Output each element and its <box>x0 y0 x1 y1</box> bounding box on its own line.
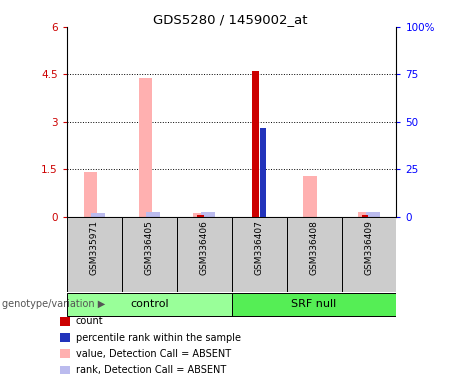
Text: percentile rank within the sample: percentile rank within the sample <box>76 333 241 343</box>
Text: SRF null: SRF null <box>291 299 337 309</box>
Bar <box>303 176 317 217</box>
Bar <box>201 212 215 217</box>
Bar <box>67 293 231 316</box>
Text: GSM335971: GSM335971 <box>90 220 99 275</box>
Text: GSM336407: GSM336407 <box>254 220 264 275</box>
Text: GSM336409: GSM336409 <box>365 220 373 275</box>
Bar <box>231 293 396 316</box>
Bar <box>91 213 105 217</box>
Bar <box>362 215 368 217</box>
Bar <box>194 213 207 217</box>
Text: count: count <box>76 316 103 326</box>
Bar <box>177 217 231 292</box>
Text: GSM336406: GSM336406 <box>200 220 209 275</box>
Text: rank, Detection Call = ABSENT: rank, Detection Call = ABSENT <box>76 365 226 375</box>
Bar <box>139 78 152 217</box>
Bar <box>366 212 380 217</box>
Bar <box>358 212 372 217</box>
Bar <box>260 127 266 217</box>
Text: genotype/variation ▶: genotype/variation ▶ <box>2 299 106 310</box>
Bar <box>197 215 204 217</box>
Text: value, Detection Call = ABSENT: value, Detection Call = ABSENT <box>76 349 230 359</box>
Bar <box>342 217 396 292</box>
Bar <box>252 71 259 217</box>
Text: GDS5280 / 1459002_at: GDS5280 / 1459002_at <box>153 13 308 26</box>
Bar <box>287 217 342 292</box>
Text: GSM336405: GSM336405 <box>145 220 154 275</box>
Bar <box>67 217 122 292</box>
Bar <box>231 217 287 292</box>
Text: GSM336408: GSM336408 <box>309 220 319 275</box>
Bar <box>146 212 160 217</box>
Bar <box>122 217 177 292</box>
Text: control: control <box>130 299 169 309</box>
Bar <box>83 172 97 217</box>
